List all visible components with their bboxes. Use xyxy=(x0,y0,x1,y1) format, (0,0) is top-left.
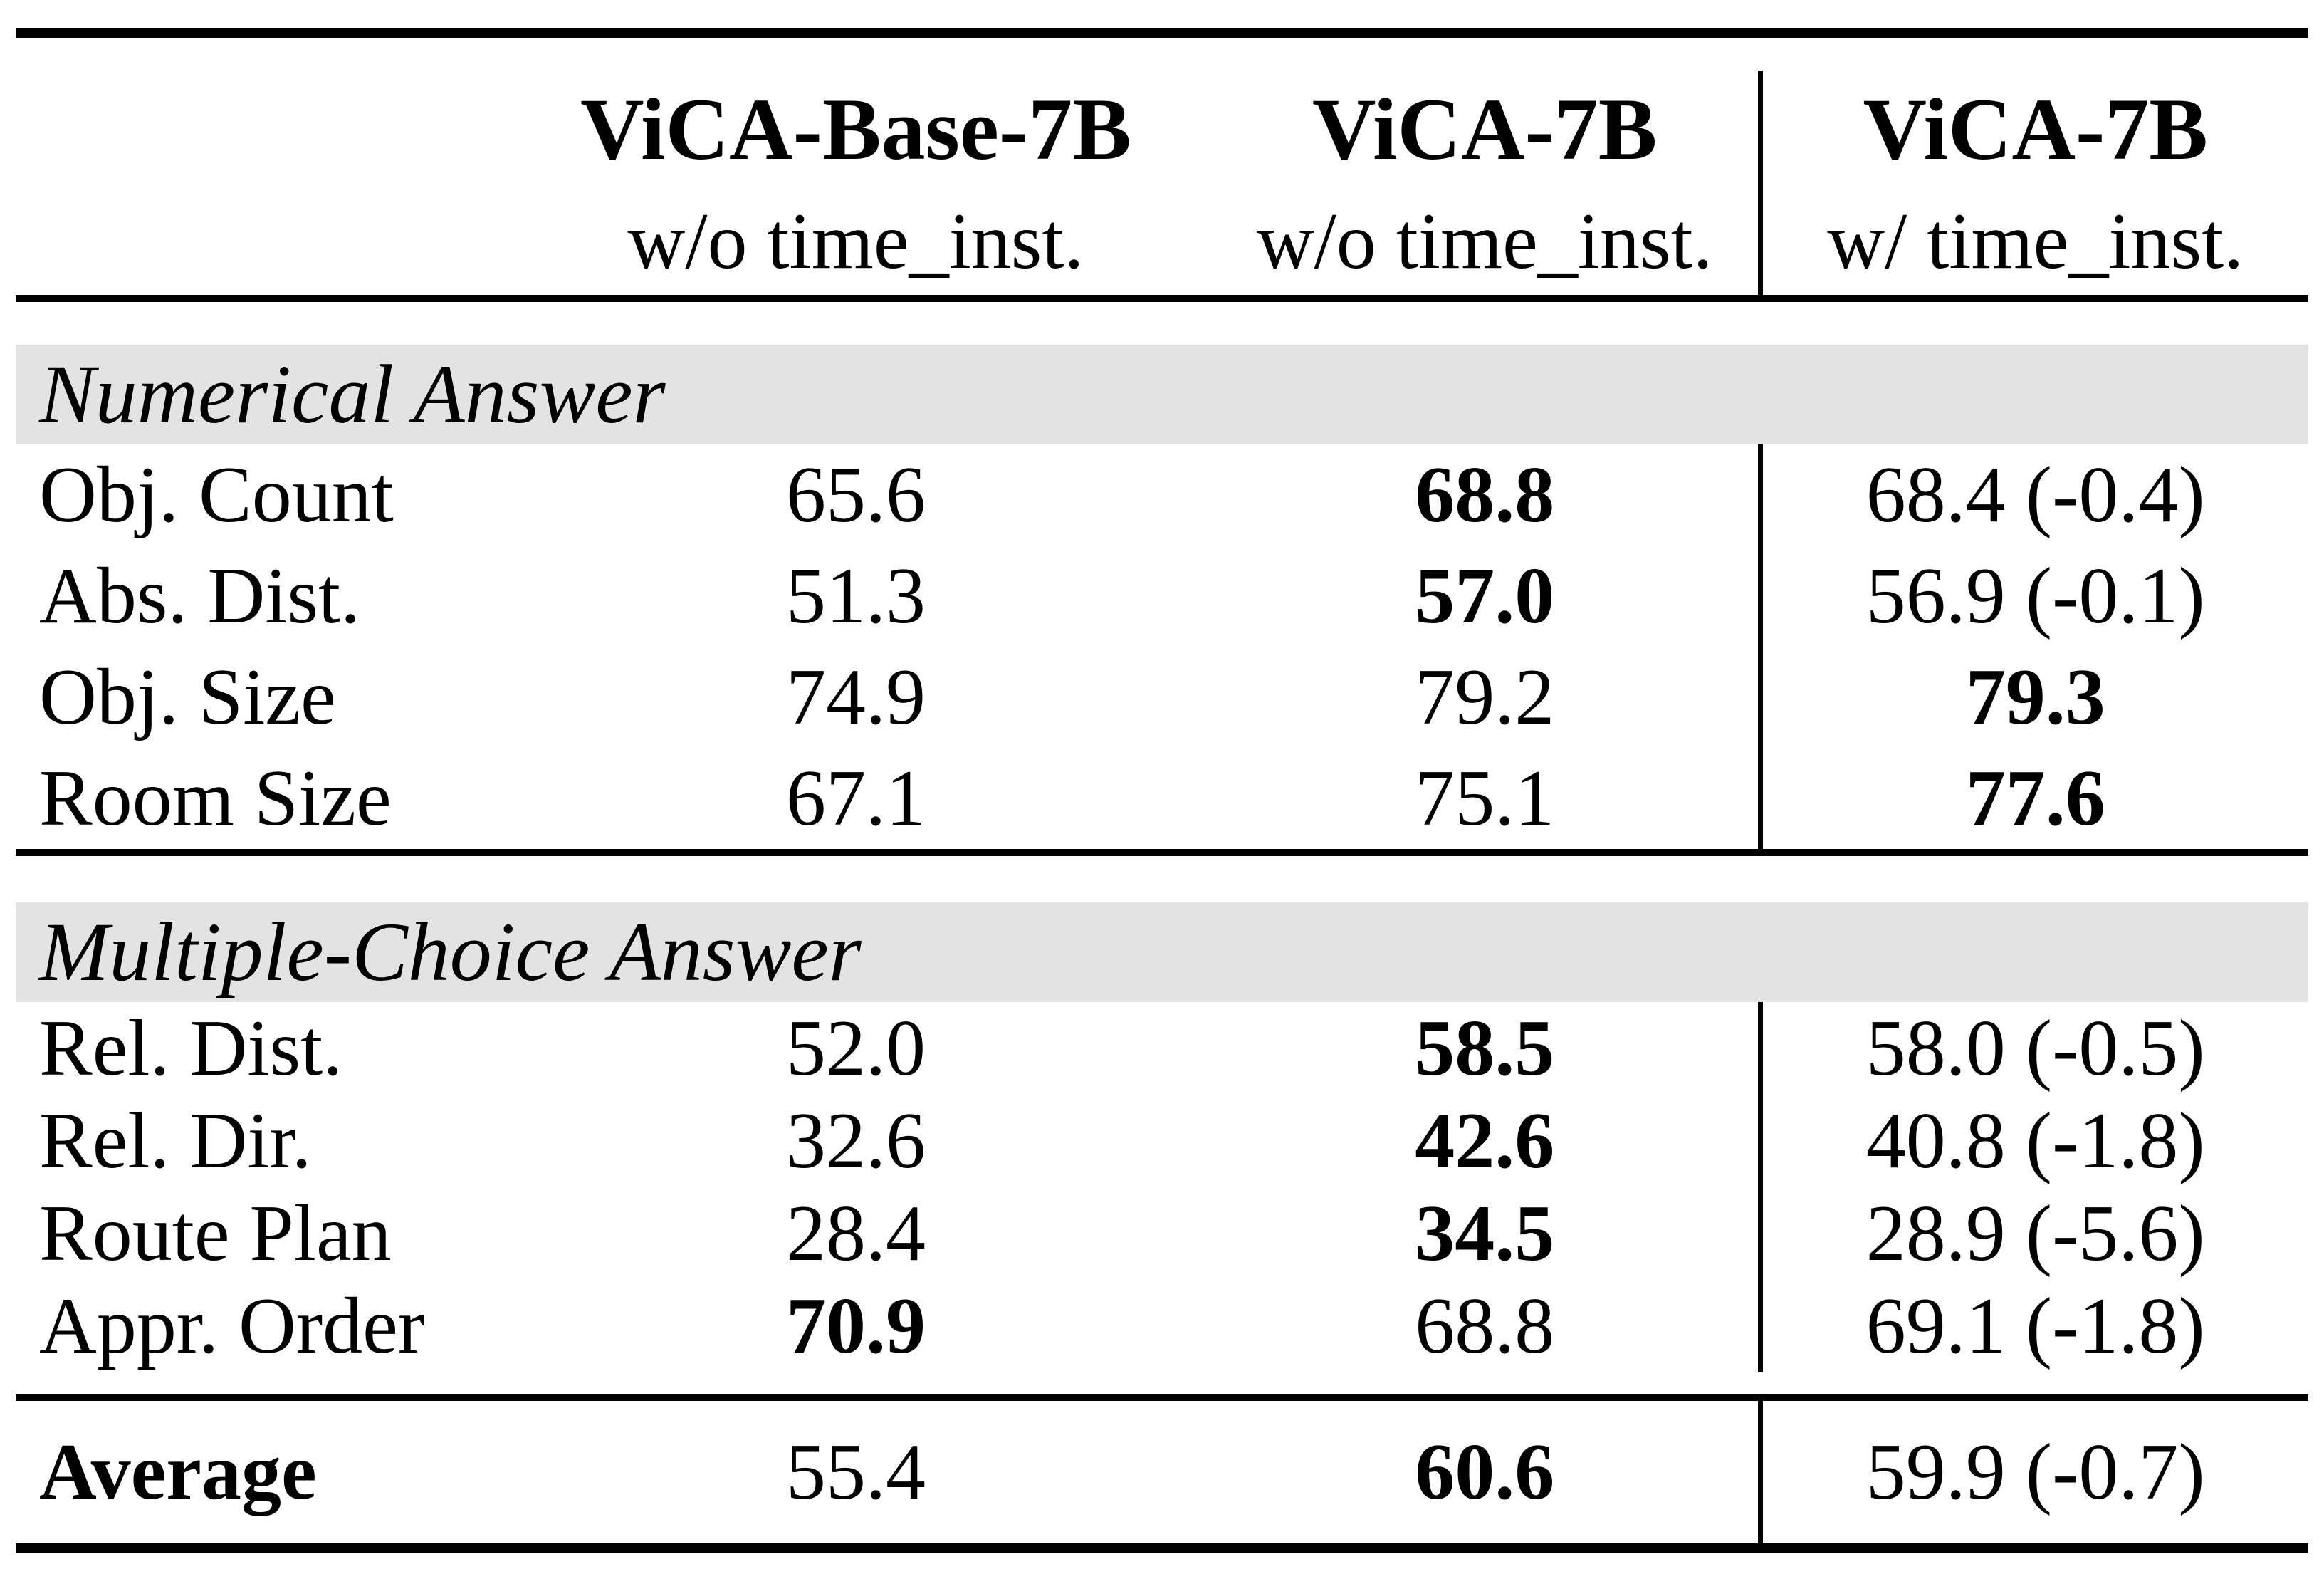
table-row-rel-dir: Rel. Dir. 32.6 42.6 40.8 (-1.8) xyxy=(16,1095,2308,1187)
value-vica-wo: 68.8 xyxy=(1415,1281,1555,1370)
spacer xyxy=(16,302,2308,345)
column-subtitle-vica-base-7b: w/o time_inst. xyxy=(627,197,1084,286)
value-base: 70.9 xyxy=(786,1281,926,1370)
header-rule xyxy=(16,295,2308,302)
row-label: Obj. Size xyxy=(39,652,336,741)
value-vica-w: 59.9 (-0.7) xyxy=(1757,1401,2308,1543)
table-row-average: Average 55.4 60.6 59.9 (-0.7) xyxy=(16,1401,2308,1543)
top-rule xyxy=(16,28,2308,38)
row-label: Rel. Dir. xyxy=(39,1096,312,1185)
table-row-abs-dist: Abs. Dist. 51.3 57.0 56.9 (-0.1) xyxy=(16,546,2308,647)
value-vica-w: 56.9 (-0.1) xyxy=(1757,546,2308,647)
value-vica-wo: 34.5 xyxy=(1415,1189,1555,1278)
column-title-vica-7b-wo: ViCA-7B xyxy=(1312,80,1658,178)
ablation-results-table: ViCA-Base-7B ViCA-7B ViCA-7B w/o time_in… xyxy=(16,28,2308,1553)
value-vica-w: 79.3 xyxy=(1757,647,2308,748)
corner-cell xyxy=(16,188,500,295)
row-label: Obj. Count xyxy=(39,450,394,539)
row-label: Appr. Order xyxy=(39,1281,425,1370)
table-row-obj-count: Obj. Count 65.6 68.8 68.4 (-0.4) xyxy=(16,444,2308,546)
value-base: 28.4 xyxy=(786,1189,926,1278)
column-title-vica-7b-w: ViCA-7B xyxy=(1757,71,2308,188)
value-vica-w: 28.9 (-5.6) xyxy=(1757,1187,2308,1280)
value-base: 52.0 xyxy=(786,1004,926,1093)
table-row-route-plan: Route Plan 28.4 34.5 28.9 (-5.6) xyxy=(16,1187,2308,1280)
section-header-multiple-choice: Multiple-Choice Answer xyxy=(16,902,2308,1002)
row-label: Rel. Dist. xyxy=(39,1004,343,1093)
row-label: Room Size xyxy=(39,754,392,843)
value-base: 65.6 xyxy=(786,450,926,539)
column-titles-row: ViCA-Base-7B ViCA-7B ViCA-7B xyxy=(16,71,2308,188)
value-vica-w: 68.4 (-0.4) xyxy=(1757,444,2308,546)
value-vica-wo: 42.6 xyxy=(1415,1096,1555,1185)
section-header-numerical: Numerical Answer xyxy=(16,345,2308,444)
column-subtitle-vica-7b-w: w/ time_inst. xyxy=(1757,188,2308,295)
spacer xyxy=(16,1372,2308,1394)
column-subtitles-row: w/o time_inst. w/o time_inst. w/ time_in… xyxy=(16,188,2308,295)
pre-average-rule xyxy=(16,1394,2308,1401)
value-vica-wo: 79.2 xyxy=(1415,652,1555,741)
spacer xyxy=(16,856,2308,902)
table-row-room-size: Room Size 67.1 75.1 77.6 xyxy=(16,748,2308,849)
value-base: 32.6 xyxy=(786,1096,926,1185)
value-base: 74.9 xyxy=(786,652,926,741)
value-base: 51.3 xyxy=(786,551,926,640)
row-label: Abs. Dist. xyxy=(39,551,361,640)
value-vica-wo: 75.1 xyxy=(1415,754,1555,843)
section-band-multiple-choice-answer: Multiple-Choice Answer xyxy=(16,902,2308,1002)
table-row-rel-dist: Rel. Dist. 52.0 58.5 58.0 (-0.5) xyxy=(16,1002,2308,1095)
value-vica-wo: 68.8 xyxy=(1415,450,1555,539)
row-label-average: Average xyxy=(39,1427,317,1516)
value-vica-wo: 60.6 xyxy=(1415,1427,1555,1516)
row-label: Route Plan xyxy=(39,1189,392,1278)
table-row-appr-order: Appr. Order 70.9 68.8 69.1 (-1.8) xyxy=(16,1280,2308,1372)
column-subtitle-vica-7b-wo: w/o time_inst. xyxy=(1256,197,1713,286)
value-vica-wo: 58.5 xyxy=(1415,1004,1555,1093)
section-rule xyxy=(16,849,2308,856)
table-row-obj-size: Obj. Size 74.9 79.2 79.3 xyxy=(16,647,2308,748)
corner-cell xyxy=(16,71,500,188)
value-base: 55.4 xyxy=(786,1427,926,1516)
value-base: 67.1 xyxy=(786,754,926,843)
section-band-numerical-answer: Numerical Answer xyxy=(16,345,2308,444)
value-vica-w: 77.6 xyxy=(1757,748,2308,849)
bottom-rule xyxy=(16,1543,2308,1553)
value-vica-wo: 57.0 xyxy=(1415,551,1555,640)
column-title-vica-base-7b: ViCA-Base-7B xyxy=(580,80,1131,178)
value-vica-w: 69.1 (-1.8) xyxy=(1757,1280,2308,1372)
value-vica-w: 40.8 (-1.8) xyxy=(1757,1095,2308,1187)
spacer xyxy=(16,38,2308,71)
paper-table-figure: ViCA-Base-7B ViCA-7B ViCA-7B w/o time_in… xyxy=(0,28,2324,1574)
value-vica-w: 58.0 (-0.5) xyxy=(1757,1002,2308,1095)
